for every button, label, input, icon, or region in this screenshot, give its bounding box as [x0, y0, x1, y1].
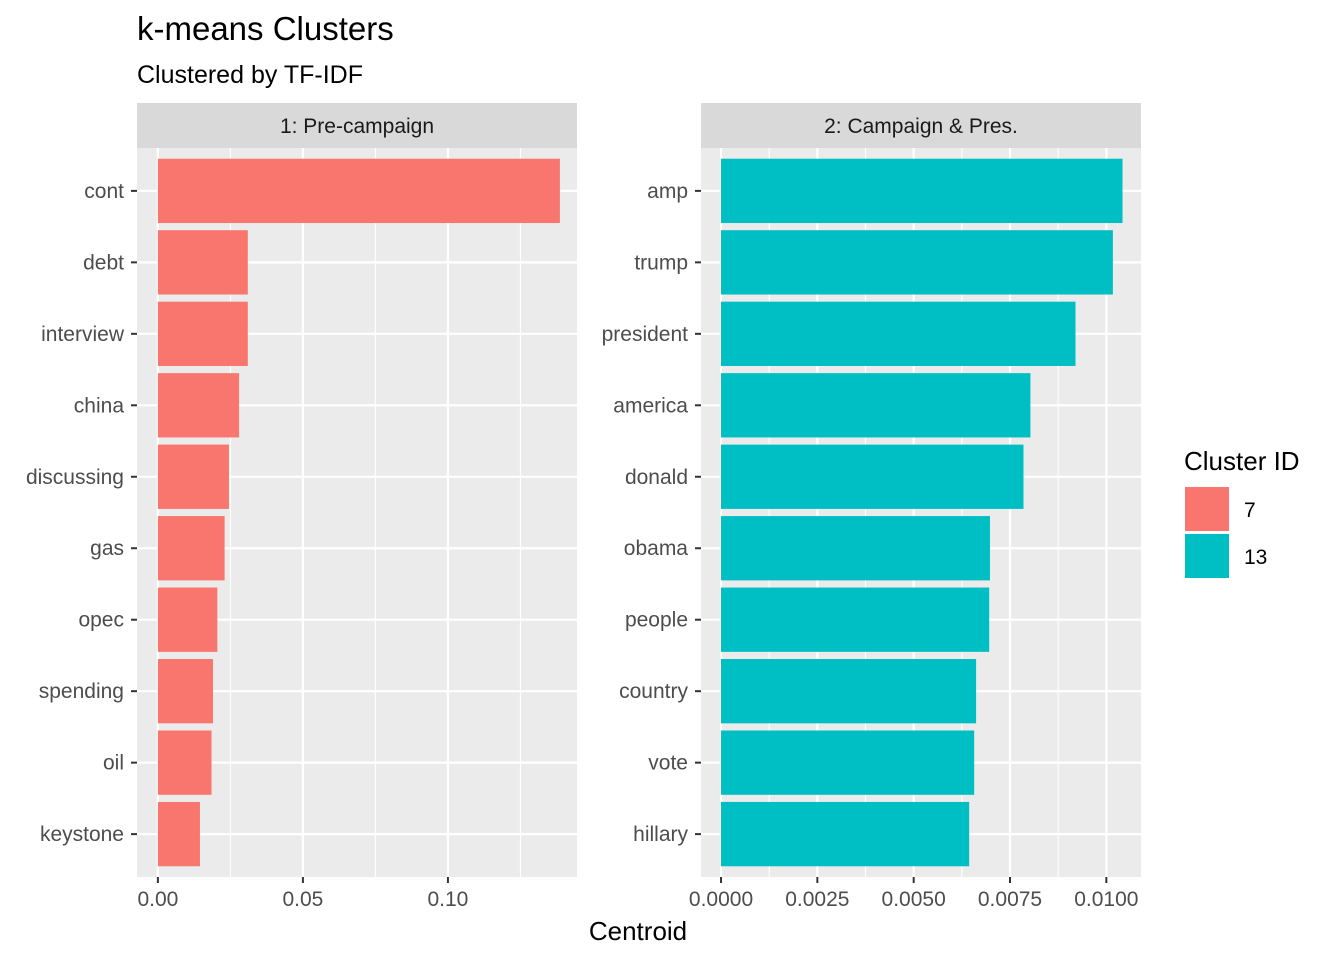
bar-china	[157, 373, 240, 438]
category-label: debt	[83, 251, 124, 274]
bar-gas	[157, 516, 225, 581]
category-label: opec	[78, 609, 124, 632]
category-label: gas	[90, 537, 124, 560]
bar-america	[721, 373, 1031, 438]
facet-1: 1: Pre-campaign cont debt interview china dis…	[26, 103, 577, 911]
category-label: donald	[625, 466, 688, 489]
x-tick-label: 0.0000	[689, 888, 753, 911]
bar-keystone	[157, 801, 200, 867]
category-label: discussing	[26, 466, 124, 489]
x-tick-label: 0.00	[137, 888, 178, 911]
x-tick-label: 0.10	[427, 888, 468, 911]
legend-label: 7	[1244, 499, 1256, 522]
category-label: country	[619, 680, 688, 703]
category-label: cont	[84, 180, 124, 203]
facet-strip	[701, 103, 1141, 148]
bar-interview	[157, 301, 248, 366]
bar-cont	[157, 158, 560, 224]
category-label: vote	[648, 752, 688, 775]
x-tick-label: 0.0075	[978, 888, 1042, 911]
bar-obama	[721, 516, 990, 581]
legend-key-7	[1185, 487, 1229, 531]
x-tick-label: 0.0050	[882, 888, 946, 911]
legend-label: 13	[1244, 546, 1267, 569]
category-label: keystone	[40, 823, 124, 846]
facet-strip	[137, 103, 577, 148]
facet-2: 2: Campaign & Pres. amp trump president amer…	[602, 103, 1141, 911]
category-label: america	[613, 394, 688, 417]
bar-president	[721, 301, 1076, 366]
category-label: trump	[634, 251, 688, 274]
category-label: people	[625, 609, 688, 632]
bar-oil	[157, 730, 212, 795]
category-label: oil	[103, 752, 124, 775]
category-label: president	[602, 323, 689, 346]
category-label: spending	[39, 680, 124, 703]
bar-spending	[157, 659, 213, 724]
bar-hillary	[721, 801, 970, 867]
facet-strip-label: 2: Campaign & Pres.	[824, 115, 1018, 138]
bar-discussing	[157, 444, 229, 509]
category-label: interview	[41, 323, 125, 346]
chart-subtitle: Clustered by TF-IDF	[137, 61, 363, 89]
facet-strip-label: 1: Pre-campaign	[280, 115, 434, 138]
bar-debt	[157, 230, 248, 295]
bar-opec	[157, 587, 218, 652]
facets: 1: Pre-campaign cont debt interview china dis…	[26, 103, 1141, 911]
category-label: hillary	[633, 823, 688, 846]
bar-donald	[721, 444, 1024, 509]
x-tick-label: 0.0100	[1074, 888, 1138, 911]
x-tick-label: 0.05	[282, 888, 323, 911]
bar-people	[721, 587, 990, 652]
legend-title: Cluster ID	[1184, 446, 1300, 476]
legend-key-13	[1185, 534, 1229, 578]
category-label: amp	[647, 180, 688, 203]
category-label: china	[74, 394, 125, 417]
x-tick-label: 0.0025	[785, 888, 849, 911]
bar-country	[721, 659, 977, 724]
bar-trump	[721, 230, 1113, 295]
bar-amp	[721, 158, 1123, 224]
category-label: obama	[624, 537, 689, 560]
legend: Cluster ID 7 13	[1184, 446, 1300, 578]
chart-title: k-means Clusters	[137, 10, 394, 47]
bar-vote	[721, 730, 975, 795]
x-axis-title: Centroid	[589, 916, 687, 946]
